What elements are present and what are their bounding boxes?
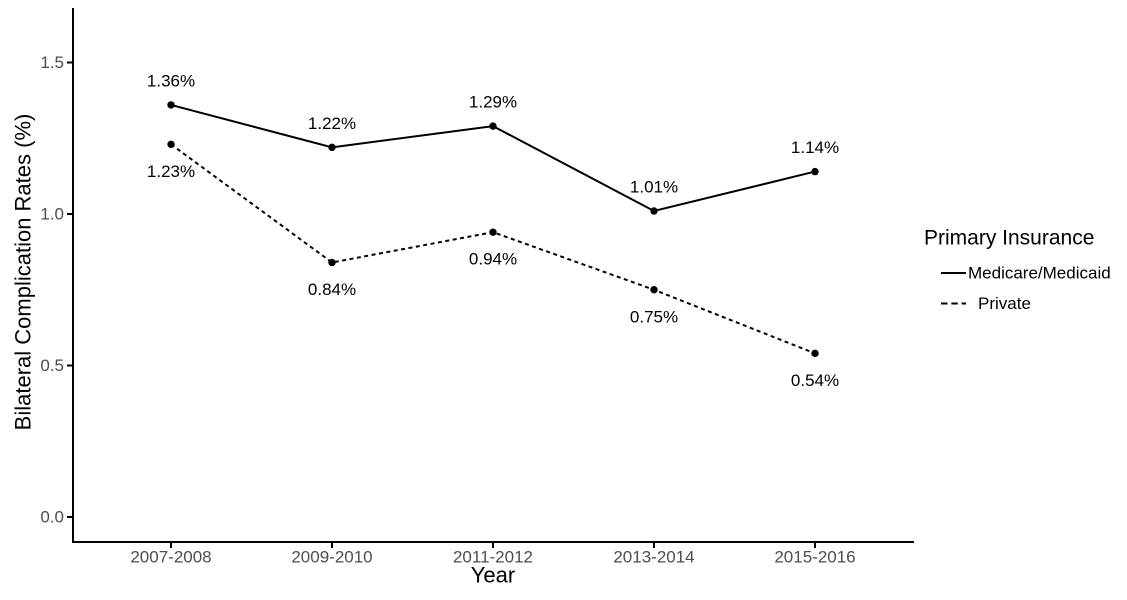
series-line-solid bbox=[170, 103, 816, 213]
data-point-label: 1.22% bbox=[308, 114, 356, 133]
data-point-label: 1.36% bbox=[147, 71, 195, 90]
data-point bbox=[489, 122, 497, 130]
data-point-label: 1.14% bbox=[791, 138, 839, 157]
data-point bbox=[489, 228, 497, 236]
data-point bbox=[650, 207, 658, 215]
y-tick-label: 1.0 bbox=[40, 205, 64, 224]
legend-entry-label: Private bbox=[978, 294, 1031, 313]
data-point bbox=[167, 140, 175, 149]
data-point-label: 1.29% bbox=[469, 93, 517, 112]
y-axis-title: Bilateral Complication Rates (%) bbox=[11, 114, 36, 431]
x-tick-label: 2013-2014 bbox=[613, 548, 694, 567]
x-tick-label: 2011-2012 bbox=[453, 548, 533, 567]
y-tick-label: 1.5 bbox=[40, 53, 64, 72]
legend-layer: Medicare/Medicaid Private bbox=[941, 264, 1111, 313]
series-layer: 1.36% 1.22% 1.29% 1.01% 1.14% 1.23% 0.84% 0.94%… bbox=[147, 71, 839, 389]
x-tick-label: 2007-2008 bbox=[130, 548, 211, 567]
y-tick-label: 0.0 bbox=[40, 508, 64, 527]
data-point-label: 1.23% bbox=[147, 162, 195, 181]
x-tick-label: 2015-2016 bbox=[774, 548, 855, 567]
data-point bbox=[167, 101, 175, 109]
data-point bbox=[328, 143, 336, 152]
data-point bbox=[811, 167, 819, 176]
legend-title: Primary Insurance bbox=[924, 227, 1094, 250]
y-tick-label: 0.5 bbox=[40, 356, 64, 375]
data-point-label: 0.94% bbox=[469, 250, 517, 269]
legend-entry-label: Medicare/Medicaid bbox=[968, 264, 1111, 283]
x-tick-label: 2009-2010 bbox=[291, 548, 372, 567]
data-point-label: 0.84% bbox=[308, 280, 356, 299]
data-point bbox=[328, 258, 336, 267]
data-point bbox=[650, 286, 658, 294]
axes-layer: 0.0 0.5 1.0 1.5 2007-2008 2009-2010 2011-2012 2… bbox=[40, 8, 914, 567]
data-point bbox=[811, 349, 819, 358]
data-point-label: 0.75% bbox=[630, 307, 678, 326]
data-point-label: 0.54% bbox=[791, 371, 839, 390]
data-point-label: 1.01% bbox=[630, 177, 678, 196]
x-axis-title: Year bbox=[471, 563, 515, 588]
